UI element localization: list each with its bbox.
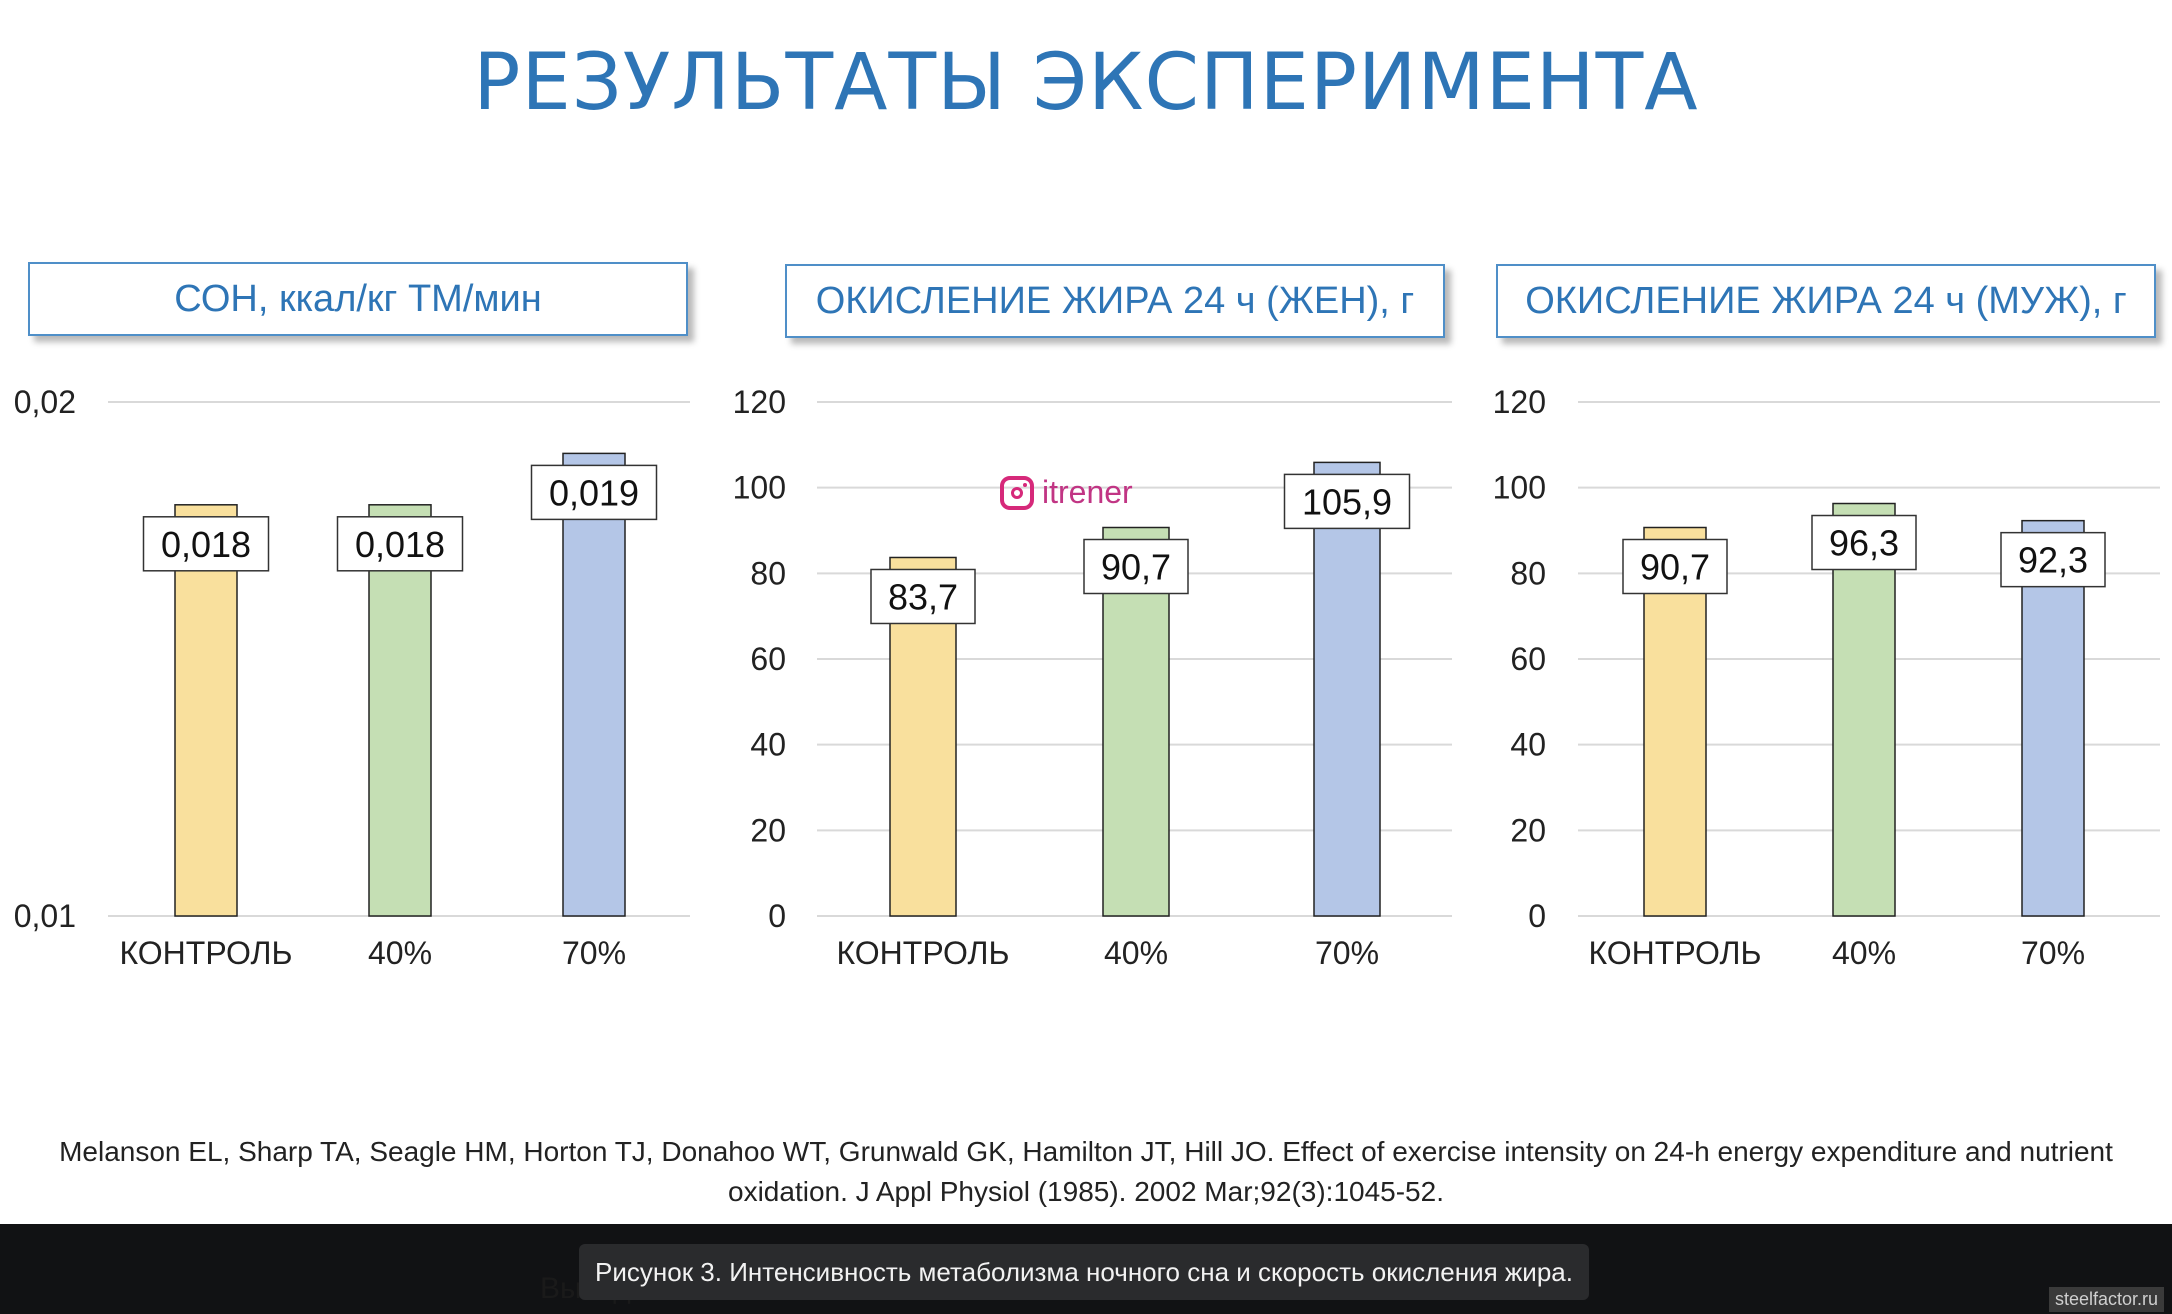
y-tick-label: 100 [1493, 470, 1546, 506]
bar [1832, 502, 1896, 917]
chart-2-title-text: ОКИСЛЕНИЕ ЖИРА 24 ч (ЖЕН), г [815, 279, 1415, 322]
x-category-label: 40% [368, 935, 432, 971]
y-tick-label: 40 [1510, 727, 1546, 763]
x-category-label: 40% [1104, 935, 1168, 971]
data-label-box [336, 516, 464, 572]
bar [562, 452, 626, 917]
instagram-handle: itrener [1042, 474, 1133, 510]
y-tick-label: 0 [768, 898, 786, 934]
data-label: 0,018 [355, 524, 445, 565]
data-label: 0,018 [161, 524, 251, 565]
chart-3-fat-oxidation-men: 0 20 40 60 80 100 120 КОНТРОЛЬ 40% 70% 90,7 96,3 92,… [1493, 384, 2160, 971]
y-tick-label: 100 [733, 470, 786, 506]
bar [174, 504, 238, 917]
instagram-watermark: itrener [1000, 474, 1133, 511]
citation: Melanson EL, Sharp TA, Seagle HM, Horton… [0, 1132, 2172, 1212]
y-tick-label: 20 [750, 812, 786, 848]
y-tick-label: 0,02 [14, 384, 76, 420]
y-tick-label: 60 [1510, 641, 1546, 677]
page-title: РЕЗУЛЬТАТЫ ЭКСПЕРИМЕНТА [473, 38, 1699, 128]
data-label: 83,7 [888, 576, 958, 617]
y-tick-label: 80 [1510, 555, 1546, 591]
chart-2-fat-oxidation-women: 0 20 40 60 80 100 120 КОНТРОЛЬ 40% 70% 83,7 90,7 105… [733, 384, 1452, 971]
data-label-box [142, 516, 270, 572]
data-label: 90,7 [1101, 547, 1171, 588]
data-label: 0,019 [549, 472, 639, 513]
x-category-label: 70% [1315, 935, 1379, 971]
figure-caption-text: Рисунок 3. Интенсивность метаболизма ноч… [595, 1256, 1573, 1287]
data-label-box [1622, 538, 1728, 595]
citation-line-2: oxidation. J Appl Physiol (1985). 2002 M… [728, 1176, 1444, 1207]
chart-1-title: СОН, ккал/кг ТМ/мин [28, 262, 688, 336]
data-label: 105,9 [1302, 481, 1392, 522]
data-label: 90,7 [1640, 547, 1710, 588]
chart-1-son: 0,01 0,02 КОНТРОЛЬ 40% 70% 0,018 0,018 0,019 [14, 384, 690, 971]
y-tick-label: 0,01 [14, 898, 76, 934]
bar [368, 504, 432, 917]
data-label-box [1083, 538, 1189, 595]
x-category-label: 70% [562, 935, 626, 971]
y-tick-label: 120 [1493, 384, 1546, 420]
y-tick-label: 60 [750, 641, 786, 677]
y-tick-label: 120 [733, 384, 786, 420]
chart-2-title: ОКИСЛЕНИЕ ЖИРА 24 ч (ЖЕН), г [785, 264, 1445, 338]
instagram-icon [1000, 475, 1034, 510]
data-label-box [2000, 531, 2106, 588]
x-category-label: КОНТРОЛЬ [1589, 935, 1762, 971]
bar [1313, 461, 1381, 917]
x-category-label: 70% [2021, 935, 2085, 971]
x-category-label: КОНТРОЛЬ [837, 935, 1010, 971]
data-label-box [1283, 473, 1411, 530]
y-tick-label: 40 [750, 727, 786, 763]
data-label-box [870, 568, 976, 625]
y-tick-label: 20 [1510, 812, 1546, 848]
x-category-label: КОНТРОЛЬ [120, 935, 293, 971]
y-tick-label: 80 [750, 555, 786, 591]
chart-3-title-text: ОКИСЛЕНИЕ ЖИРА 24 ч (МУЖ), г [1525, 279, 2127, 322]
chart-3-title: ОКИСЛЕНИЕ ЖИРА 24 ч (МУЖ), г [1496, 264, 2156, 338]
data-label: 96,3 [1829, 523, 1899, 564]
citation-line-1: Melanson EL, Sharp TA, Seagle HM, Horton… [59, 1136, 2113, 1167]
y-tick-label: 0 [1528, 898, 1546, 934]
x-category-label: 40% [1832, 935, 1896, 971]
chart-1-title-text: СОН, ккал/кг ТМ/мин [174, 277, 542, 320]
data-label-box [530, 464, 658, 521]
data-label-box [1811, 514, 1917, 571]
figure-caption: Рисунок 3. Интенсивность метаболизма ноч… [579, 1244, 1589, 1300]
source-watermark: steelfactor.ru [2048, 1287, 2164, 1312]
data-label: 92,3 [2018, 540, 2088, 581]
